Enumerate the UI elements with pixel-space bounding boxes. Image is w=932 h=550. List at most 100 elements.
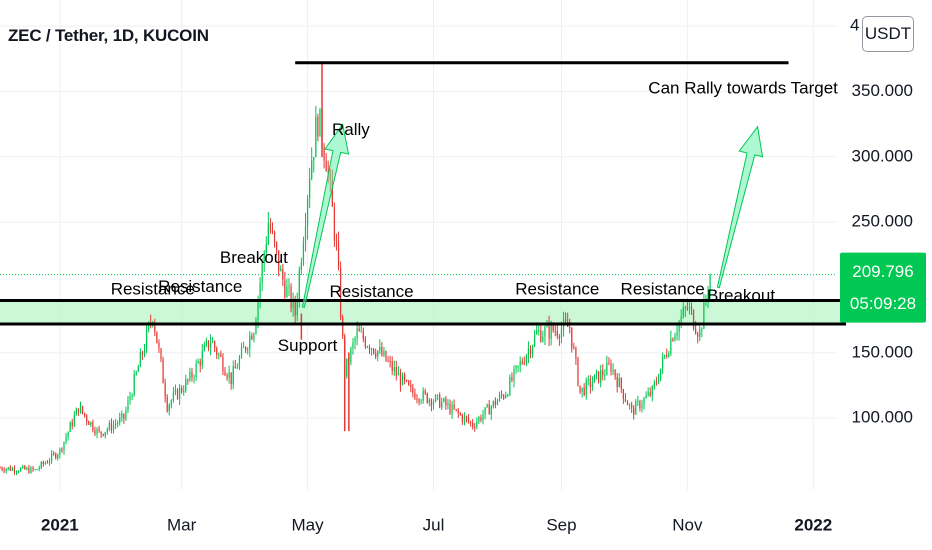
candle-body (94, 430, 96, 434)
candle-body (548, 323, 550, 339)
candle-body (403, 374, 406, 380)
annotation-label: Breakout (220, 248, 288, 267)
candle-body (290, 286, 292, 309)
candle-body (288, 286, 290, 288)
candle-body (143, 349, 146, 355)
candle-body (110, 422, 113, 431)
rally-arrow (301, 122, 350, 308)
candle-body (271, 230, 274, 232)
candle-body (552, 323, 554, 331)
x-tick-label: Nov (672, 515, 703, 534)
candle-body (583, 387, 585, 396)
candle-body (234, 366, 236, 369)
candle-body (381, 346, 383, 356)
candle-body (247, 349, 249, 351)
candle-body (319, 108, 321, 137)
candle-body (44, 462, 47, 464)
candle-body (302, 243, 305, 263)
candle-body (515, 365, 517, 369)
candle-body (313, 157, 315, 161)
candle-body (602, 370, 604, 376)
candle-body (195, 363, 197, 378)
candle-body (672, 338, 674, 341)
candle-body (589, 379, 591, 387)
annotation-label: Resistance (621, 280, 705, 299)
candle-body (187, 379, 189, 381)
candle-body (236, 367, 239, 369)
candle-body (199, 361, 201, 366)
candle-body (88, 421, 90, 425)
candle-body (278, 250, 280, 272)
candle-body (536, 330, 538, 335)
candle-body (73, 415, 75, 426)
candle-body (573, 347, 575, 349)
candle-body (509, 377, 511, 395)
currency-button[interactable]: USDT (862, 16, 914, 52)
candle-body (38, 467, 40, 470)
candle-body (443, 398, 445, 402)
candle-body (201, 350, 203, 366)
candle-body (216, 348, 218, 355)
candle-body (527, 348, 530, 356)
candle-body (172, 392, 175, 401)
candle-body (26, 467, 28, 470)
candle-body (50, 453, 53, 461)
candle-body (174, 389, 177, 393)
candle-body (688, 307, 691, 309)
candle-body (13, 468, 16, 473)
candle-body (315, 116, 317, 158)
candle-body (335, 240, 338, 242)
candle-body (645, 395, 647, 399)
candle-body (170, 400, 172, 405)
candle-body (457, 409, 459, 414)
candle-body (399, 373, 402, 386)
candle-body (525, 355, 527, 364)
candle-body (123, 413, 125, 419)
candle-body (474, 426, 476, 428)
candle-body (154, 322, 156, 332)
candle-body (350, 348, 352, 363)
candle-body (628, 404, 631, 406)
candle-body (249, 335, 251, 350)
candle-body (447, 403, 449, 406)
candle-body (156, 331, 158, 343)
candle-body (205, 340, 208, 346)
candle-body (311, 160, 313, 179)
candle-body (370, 348, 373, 351)
candle-body (158, 342, 160, 349)
candle-body (517, 365, 519, 367)
candle-body (242, 347, 245, 349)
candle-body (459, 413, 461, 415)
candle-body (575, 348, 577, 359)
candle-body (273, 231, 276, 243)
candle-body (69, 422, 71, 432)
candle-body (513, 368, 515, 381)
candle-body (34, 469, 36, 471)
candle-body (538, 330, 540, 332)
candle-body (292, 299, 294, 309)
candle-body (544, 326, 546, 337)
candle-body (616, 377, 618, 388)
candle-body (643, 398, 645, 405)
candle-body (571, 327, 573, 348)
candle-body (67, 431, 69, 437)
candle-body (139, 352, 141, 367)
candle-body (430, 399, 433, 406)
candle-body (255, 319, 257, 334)
candle-body (232, 366, 234, 385)
candle-body (209, 342, 212, 349)
candle-body (519, 361, 521, 366)
candle-body (366, 346, 369, 348)
candle-body (117, 423, 119, 425)
candle-body (666, 355, 668, 357)
candle-body (610, 363, 612, 372)
candle-body (657, 380, 660, 383)
candle-body (626, 401, 629, 406)
y-tick-label: 100.000 (852, 408, 913, 427)
candle-body (564, 319, 567, 322)
chart-title: ZEC / Tether, 1D, KUCOIN (8, 26, 209, 45)
candle-body (121, 413, 123, 418)
y-tick-label: 350.000 (852, 81, 913, 100)
candle-body (439, 394, 441, 408)
